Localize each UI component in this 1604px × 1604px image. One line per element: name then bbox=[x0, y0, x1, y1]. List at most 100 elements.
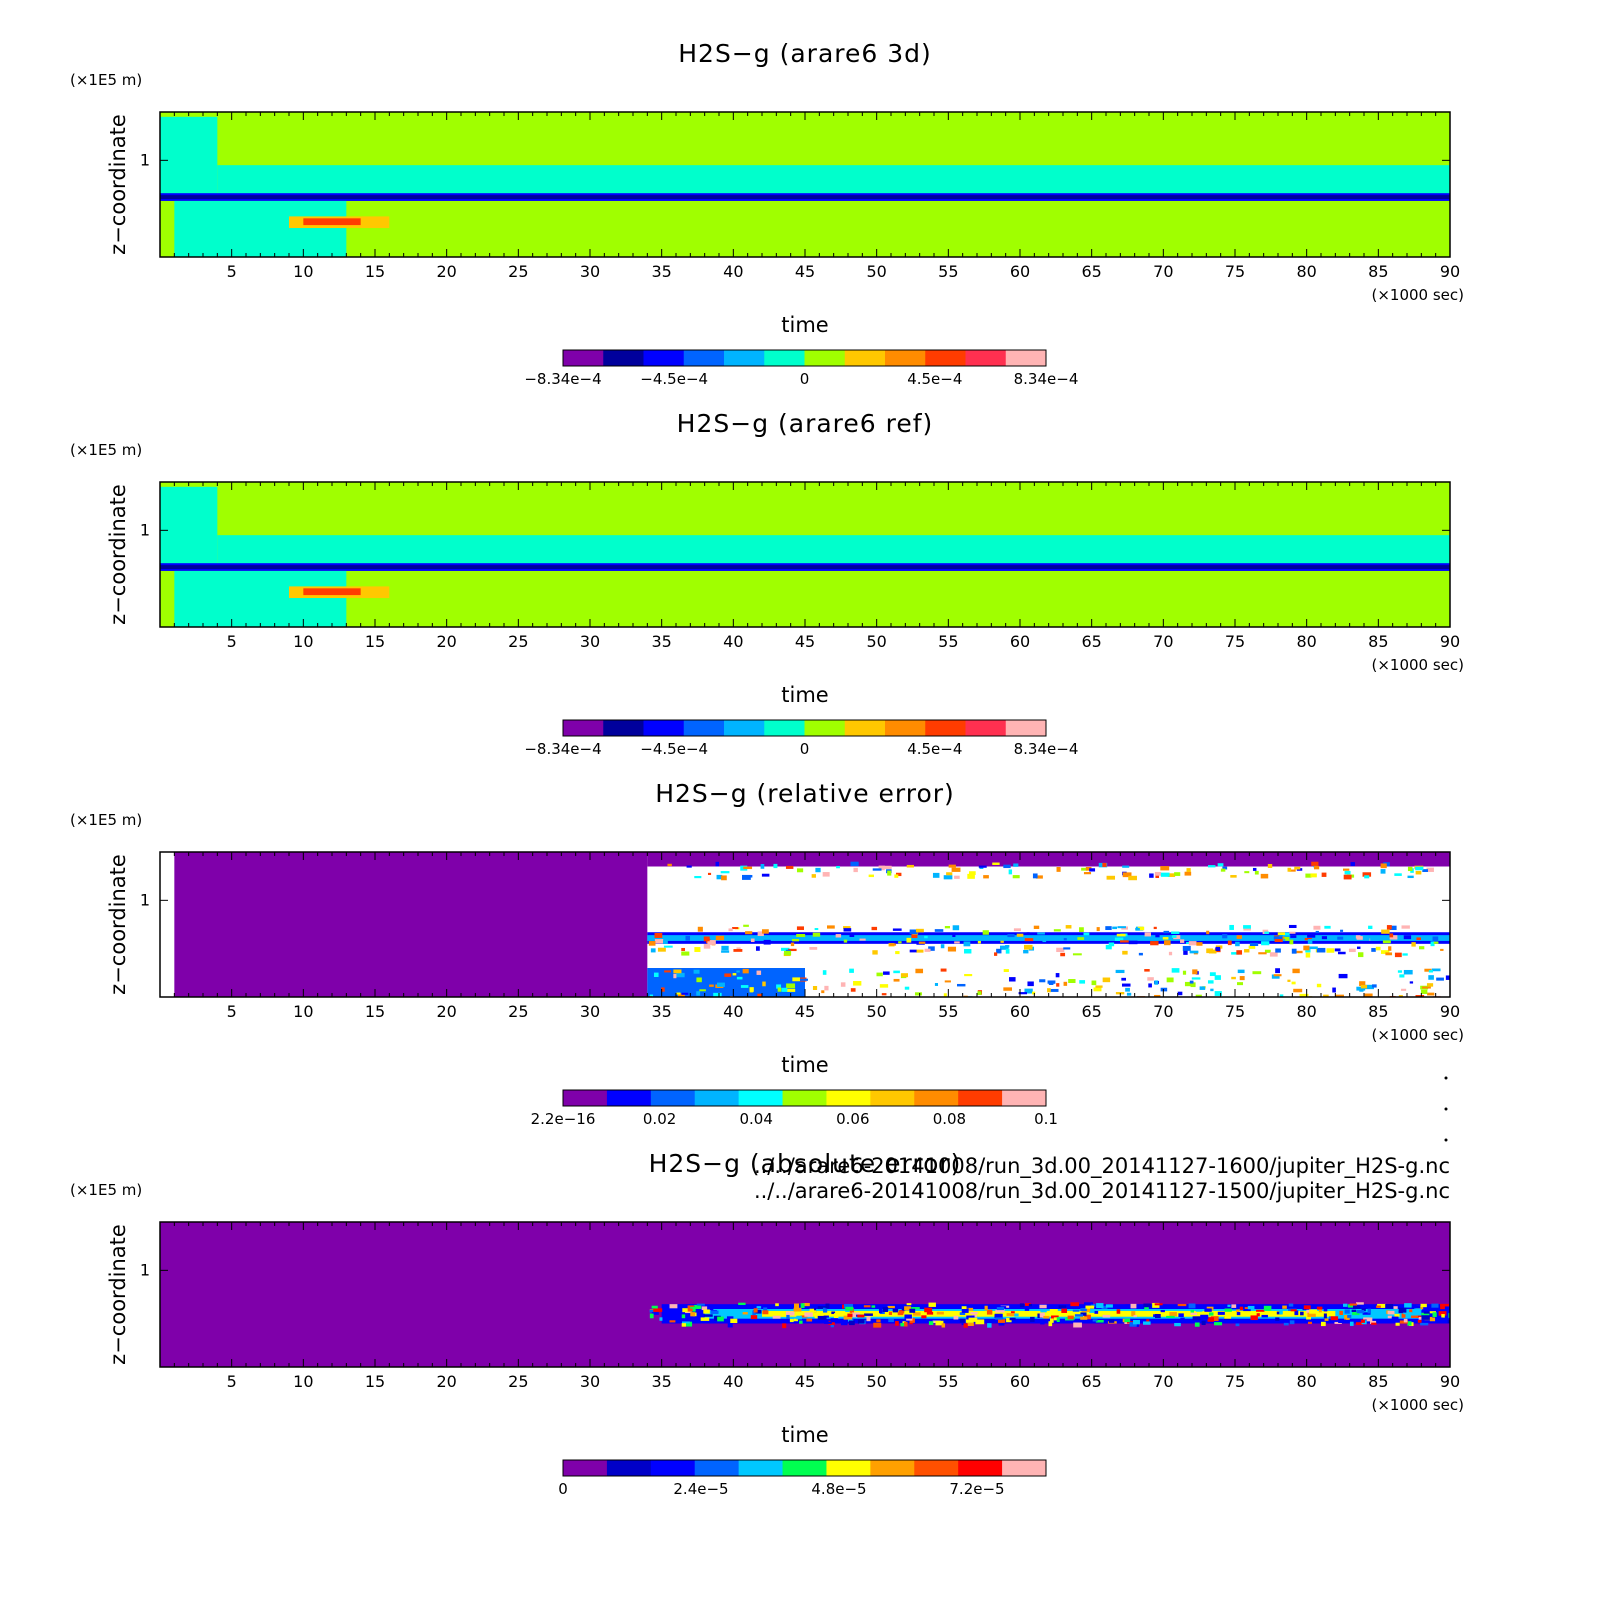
field-speckle bbox=[961, 1321, 967, 1326]
x-tick-label: 20 bbox=[436, 262, 456, 281]
field-speckle bbox=[1273, 974, 1282, 977]
x-axis-label: time bbox=[781, 313, 828, 337]
colorbar-swatch bbox=[694, 1090, 740, 1106]
field-speckle bbox=[756, 1306, 762, 1309]
field-speckle bbox=[1084, 938, 1089, 941]
x-tick-label: 85 bbox=[1368, 632, 1388, 651]
field-speckle bbox=[1128, 875, 1137, 881]
field-speckle bbox=[926, 1311, 934, 1315]
field-speckle bbox=[1389, 933, 1394, 938]
field-speckle bbox=[1144, 1305, 1149, 1310]
field-speckle bbox=[1230, 1306, 1239, 1310]
field-speckle bbox=[1053, 929, 1061, 932]
colorbar-swatch bbox=[870, 1460, 915, 1476]
field-speckle bbox=[889, 943, 897, 946]
field-speckle bbox=[1421, 986, 1431, 989]
y-unit-label: (×1E5 m) bbox=[70, 71, 142, 89]
field-speckle bbox=[1154, 994, 1161, 997]
field-speckle bbox=[850, 861, 859, 867]
field-speckle bbox=[824, 985, 829, 991]
field-speckle bbox=[1244, 1307, 1249, 1310]
plot-area bbox=[160, 852, 1450, 997]
field-speckle bbox=[1106, 875, 1116, 880]
colorbar-label: 2.4e−5 bbox=[673, 1480, 728, 1498]
field-speckle bbox=[736, 976, 743, 980]
field-speckle bbox=[879, 984, 889, 988]
field-speckle bbox=[1269, 952, 1278, 957]
field-speckle bbox=[1024, 1303, 1031, 1306]
field-speckle bbox=[681, 1323, 686, 1327]
field-speckle bbox=[821, 990, 825, 994]
field-speckle bbox=[1334, 948, 1341, 952]
field-speckle bbox=[1377, 1303, 1387, 1308]
field-speckle bbox=[1068, 979, 1076, 984]
field-speckle bbox=[946, 872, 953, 876]
field-speckle bbox=[789, 1319, 794, 1323]
colorbar-swatch bbox=[563, 350, 604, 366]
field-speckle bbox=[1095, 985, 1103, 988]
field-speckle bbox=[1065, 925, 1072, 929]
field-speckle bbox=[1316, 1306, 1323, 1310]
field-band-1 bbox=[160, 486, 218, 569]
colorbar-swatch bbox=[738, 1090, 784, 1106]
field-speckle bbox=[1290, 1309, 1297, 1312]
field-speckle bbox=[995, 1317, 1004, 1320]
colorbar-swatch bbox=[764, 720, 805, 736]
field-speckle bbox=[1122, 872, 1132, 878]
colorbar-swatch bbox=[804, 720, 846, 736]
field-speckle bbox=[1178, 1313, 1184, 1318]
field-speckle bbox=[742, 1312, 748, 1315]
x-tick-label: 80 bbox=[1296, 1372, 1316, 1391]
field-speckle bbox=[664, 970, 671, 973]
field-speckle bbox=[906, 864, 914, 868]
field-speckle bbox=[1084, 1314, 1091, 1320]
field-speckle bbox=[863, 1305, 871, 1308]
x-tick-label: 25 bbox=[508, 1372, 528, 1391]
field-speckle bbox=[1190, 1309, 1195, 1313]
colorbar-swatch bbox=[683, 720, 725, 736]
field-speckle bbox=[835, 934, 842, 938]
field-speckle bbox=[1290, 935, 1297, 938]
field-speckle bbox=[1114, 937, 1124, 941]
field-speckle bbox=[1012, 875, 1020, 879]
field-speckle bbox=[1024, 938, 1034, 942]
x-tick-label: 75 bbox=[1225, 1372, 1245, 1391]
field-speckle bbox=[1013, 863, 1019, 867]
field-speckle bbox=[1355, 935, 1361, 939]
field-speckle bbox=[954, 875, 960, 879]
field-speckle bbox=[1254, 870, 1259, 875]
field-speckle bbox=[690, 1312, 696, 1317]
field-speckle bbox=[1055, 973, 1060, 978]
field-speckle bbox=[1079, 927, 1084, 932]
colorbar-swatch bbox=[826, 1460, 871, 1476]
field-speckle bbox=[1009, 977, 1016, 982]
field-speckle bbox=[1047, 988, 1051, 993]
field-speckle bbox=[669, 1304, 678, 1309]
field-speckle bbox=[1166, 977, 1174, 983]
x-tick-label: 15 bbox=[365, 632, 385, 651]
field-speckle bbox=[1303, 945, 1310, 951]
colorbar-swatch bbox=[958, 1090, 1003, 1106]
x-tick-label: 90 bbox=[1440, 1372, 1460, 1391]
x-unit-label: (×1000 sec) bbox=[1371, 1026, 1464, 1044]
field-speckle bbox=[1150, 941, 1159, 946]
field-speckle bbox=[814, 928, 819, 931]
field-speckle bbox=[898, 941, 902, 944]
field-speckle bbox=[1095, 1319, 1104, 1323]
field-speckle bbox=[721, 950, 730, 953]
field-speckle bbox=[963, 1323, 968, 1328]
field-speckle bbox=[1108, 1319, 1115, 1323]
field-speckle bbox=[1438, 1311, 1447, 1316]
field-speckle bbox=[1445, 975, 1450, 980]
field-speckle bbox=[1267, 863, 1273, 868]
field-speckle bbox=[1102, 1314, 1111, 1318]
field-speckle bbox=[1330, 1316, 1339, 1321]
field-speckle bbox=[681, 947, 686, 951]
field-speckle bbox=[1343, 868, 1350, 871]
field-speckle bbox=[1310, 873, 1317, 878]
field-speckle bbox=[1388, 946, 1392, 951]
field-speckle bbox=[1128, 940, 1138, 945]
field-speckle bbox=[833, 1313, 839, 1319]
colorbar-swatch bbox=[925, 350, 966, 366]
field-speckle bbox=[699, 989, 706, 992]
